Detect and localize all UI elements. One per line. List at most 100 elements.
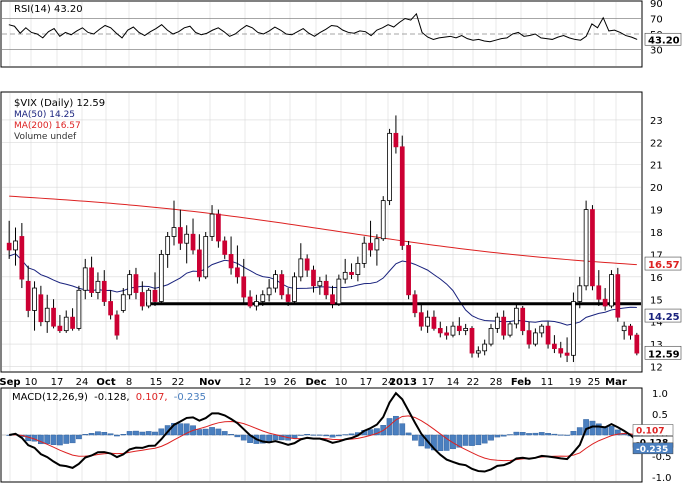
x-axis-label: 17: [422, 377, 435, 388]
macd-histogram-bar: [488, 434, 494, 441]
x-axis-label: 10: [335, 377, 348, 388]
x-axis-label: 19: [264, 377, 277, 388]
macd-title-signal: 0.107,: [136, 392, 168, 403]
ma50-last-label-group: 14.25: [644, 308, 682, 323]
macd-tick-label: 1.0: [652, 389, 668, 400]
axis-layer: 23 22 21 20 19 18 17 16 15 14 13 12 Sep 10 17 24 Oct 8 15 2…: [0, 0, 682, 484]
candle-body: [552, 343, 557, 349]
macd-histogram-bar: [431, 434, 437, 451]
x-axis-label: 24: [76, 377, 89, 388]
candle-body: [76, 289, 82, 329]
macd-histogram-bar: [44, 434, 51, 445]
candle-body: [463, 328, 469, 332]
macd-histogram-bar: [152, 431, 158, 436]
price-tick-label: 23: [650, 116, 663, 127]
macd-histogram-bar: [50, 434, 57, 445]
rsi-last-box: [644, 32, 682, 46]
candle-body: [590, 209, 595, 287]
rsi-panel-frame: [0, 0, 643, 68]
candle-body: [412, 294, 418, 314]
candle-body: [82, 267, 88, 291]
candle-body: [564, 352, 570, 356]
x-axis-label: 17: [51, 377, 64, 388]
x-axis-label: 19: [569, 377, 582, 388]
macd-histogram-bar: [450, 434, 456, 450]
candle-body: [241, 276, 247, 298]
rsi-tick-label: 30: [650, 46, 663, 57]
price-tick-label: 14: [650, 318, 663, 329]
candle-body: [70, 316, 75, 329]
candle-body: [520, 307, 526, 332]
candle-body: [602, 298, 608, 307]
candle-body: [171, 227, 177, 237]
macd-histogram-bar: [570, 431, 577, 436]
candle-body: [51, 307, 56, 327]
macd-tick-label: -1.0: [652, 473, 672, 484]
candle-body: [349, 271, 354, 275]
candle-body: [298, 258, 304, 278]
macd-histogram-bar: [69, 434, 76, 444]
candle-body: [247, 296, 253, 307]
x-axis-label: Sep: [0, 377, 21, 388]
macd-histogram-bar: [82, 434, 89, 436]
price-tick-label: 13: [650, 340, 663, 351]
macd-histogram-bar: [348, 433, 355, 436]
macd-histogram-bar: [126, 431, 133, 436]
macd-histogram-bar: [564, 434, 570, 436]
candle-body: [158, 254, 164, 302]
macd-title-value: -0.128,: [94, 392, 129, 403]
candle-body: [494, 316, 500, 329]
macd-histogram-bar: [95, 431, 101, 436]
candle-body: [577, 285, 583, 302]
candle-body: [292, 276, 297, 302]
macd-histogram-bar: [145, 431, 152, 436]
macd-histogram-bar: [551, 433, 558, 436]
x-axis-label: Mar: [605, 377, 627, 388]
ma200-last-label-group: 16.57: [644, 256, 682, 271]
candle-body: [133, 274, 139, 293]
macd-histogram-bar: [469, 434, 475, 446]
candle-body: [368, 242, 373, 251]
macd-histogram-bar: [259, 434, 266, 444]
candle-body: [399, 146, 405, 246]
macd-histogram-bar: [63, 434, 70, 444]
candle-body: [406, 245, 411, 296]
candle-body: [571, 301, 576, 356]
candle-body: [13, 240, 18, 251]
macd-histogram-bar: [614, 429, 621, 436]
candle-body: [25, 280, 31, 311]
x-axis-label: Oct: [96, 377, 115, 388]
macd-histogram-bar: [399, 423, 406, 436]
macd-histogram-bar: [202, 428, 209, 436]
macd-histogram-bar: [133, 430, 139, 436]
macd-histogram-bar: [443, 434, 450, 451]
candle-body: [311, 269, 316, 287]
macd-last-box: [632, 442, 674, 455]
candle-body: [254, 301, 259, 307]
x-axis-label: 28: [490, 377, 503, 388]
candle-body: [456, 325, 462, 332]
macd-histogram-bar: [304, 434, 311, 436]
candle-body: [190, 233, 196, 251]
candle-body: [197, 249, 202, 278]
macd-histogram-bar: [557, 434, 564, 436]
x-axis-label: 14: [447, 377, 460, 388]
candle-body: [418, 312, 424, 327]
macd-histogram-bar: [88, 433, 95, 436]
macd-histogram-bar: [57, 434, 63, 446]
macd-histogram-bar: [494, 434, 501, 438]
candle-body: [482, 343, 488, 352]
macd-histogram-bar: [310, 434, 317, 436]
macd-histogram-bar: [595, 423, 602, 436]
rsi-tick-label: 90: [650, 0, 663, 10]
close-last-label-box: [644, 345, 682, 360]
candle-body: [108, 301, 113, 316]
ma50-last-label-box: [644, 308, 682, 323]
macd-last-label: 0.107: [636, 427, 664, 437]
candle-body: [228, 254, 234, 269]
candle-body: [634, 334, 640, 354]
x-axis-label: 11: [541, 377, 554, 388]
macd-histogram-bar: [221, 431, 228, 436]
x-axis-label: Feb: [511, 377, 531, 388]
macd-histogram-bar: [120, 434, 127, 436]
